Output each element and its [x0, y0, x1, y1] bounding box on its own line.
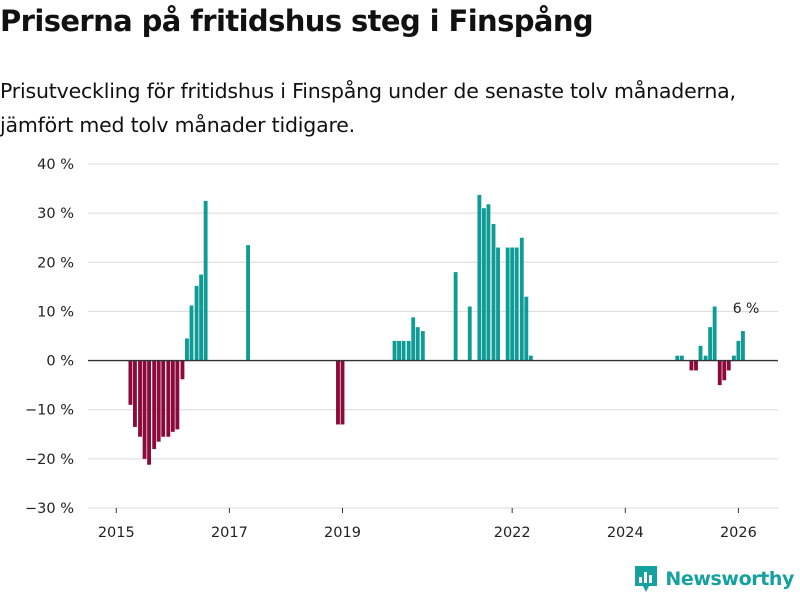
- annotations: 6 %: [733, 301, 760, 317]
- bar: [712, 306, 717, 361]
- bar: [453, 272, 458, 361]
- bar: [477, 194, 482, 361]
- bar: [736, 340, 741, 361]
- bar: [496, 247, 500, 361]
- bar: [491, 223, 496, 361]
- bar: [467, 306, 472, 361]
- y-tick-label: 10 %: [37, 304, 74, 320]
- bar: [528, 355, 533, 361]
- bar: [420, 331, 425, 361]
- bar: [510, 247, 515, 361]
- bar: [689, 360, 694, 371]
- bar: [406, 340, 411, 361]
- x-axis: 2015 2017 2019 2022 2024 2026: [98, 508, 757, 541]
- bar: [679, 355, 684, 361]
- bar: [411, 317, 416, 361]
- x-tick-label: 2026: [720, 525, 757, 541]
- bar: [161, 360, 166, 437]
- bar: [731, 355, 736, 361]
- y-tick-label: 0 %: [46, 354, 74, 370]
- bar: [392, 340, 397, 361]
- bar: [722, 360, 727, 381]
- bar: [152, 360, 157, 450]
- bar: [194, 285, 199, 361]
- bar: [147, 360, 152, 465]
- y-tick-label: −20 %: [25, 452, 74, 468]
- bar: [519, 237, 524, 361]
- y-tick-label: −10 %: [25, 403, 74, 419]
- y-axis: 40 % 30 % 20 % 10 % 0 % −10 % −20 % −30 %: [25, 157, 74, 517]
- bar: [246, 245, 250, 361]
- bar: [675, 355, 680, 361]
- x-tick-label: 2015: [98, 525, 135, 541]
- bar: [166, 360, 171, 437]
- x-tick-label: 2017: [211, 525, 248, 541]
- bar: [156, 360, 161, 442]
- bar: [726, 360, 731, 371]
- x-tick-label: 2022: [494, 525, 531, 541]
- y-tick-label: 20 %: [37, 255, 74, 271]
- bar: [138, 360, 142, 437]
- bar: [180, 360, 185, 380]
- bar: [175, 360, 180, 430]
- bar: [142, 360, 147, 459]
- bar: [199, 274, 204, 361]
- bar: [486, 204, 491, 361]
- y-tick-label: −30 %: [25, 501, 74, 517]
- newsworthy-logo-icon: [635, 566, 658, 592]
- bar: [524, 296, 529, 361]
- chart-title: Priserna på fritidshus steg i Finspång: [0, 4, 594, 38]
- x-tick-label: 2024: [607, 525, 644, 541]
- bar: [189, 305, 194, 361]
- bar: [170, 360, 175, 432]
- bar: [741, 331, 745, 361]
- bar: [401, 340, 406, 361]
- bar: [481, 208, 486, 361]
- bar: [185, 338, 189, 361]
- bar: [694, 360, 698, 371]
- bar: [133, 360, 137, 427]
- bar: [505, 247, 510, 361]
- bar: [703, 355, 708, 361]
- bar: [415, 327, 420, 361]
- brand-name: Newsworthy: [665, 568, 794, 590]
- bar: [336, 360, 340, 425]
- bar: [128, 360, 133, 405]
- y-tick-label: 40 %: [37, 157, 74, 173]
- bars: [128, 194, 745, 465]
- data-label: 6 %: [733, 301, 760, 317]
- gridlines: [88, 163, 778, 509]
- bar: [708, 327, 713, 361]
- chart-subtitle: Prisutveckling för fritidshus i Finspång…: [0, 79, 736, 137]
- x-tick-label: 2019: [324, 525, 361, 541]
- bar: [203, 200, 208, 361]
- brand-logo: Newsworthy: [633, 564, 794, 594]
- bar: [340, 360, 345, 425]
- bar: [397, 340, 401, 361]
- bar: [514, 247, 519, 361]
- bar: [717, 360, 722, 386]
- bar: [698, 345, 703, 361]
- y-tick-label: 30 %: [37, 206, 74, 222]
